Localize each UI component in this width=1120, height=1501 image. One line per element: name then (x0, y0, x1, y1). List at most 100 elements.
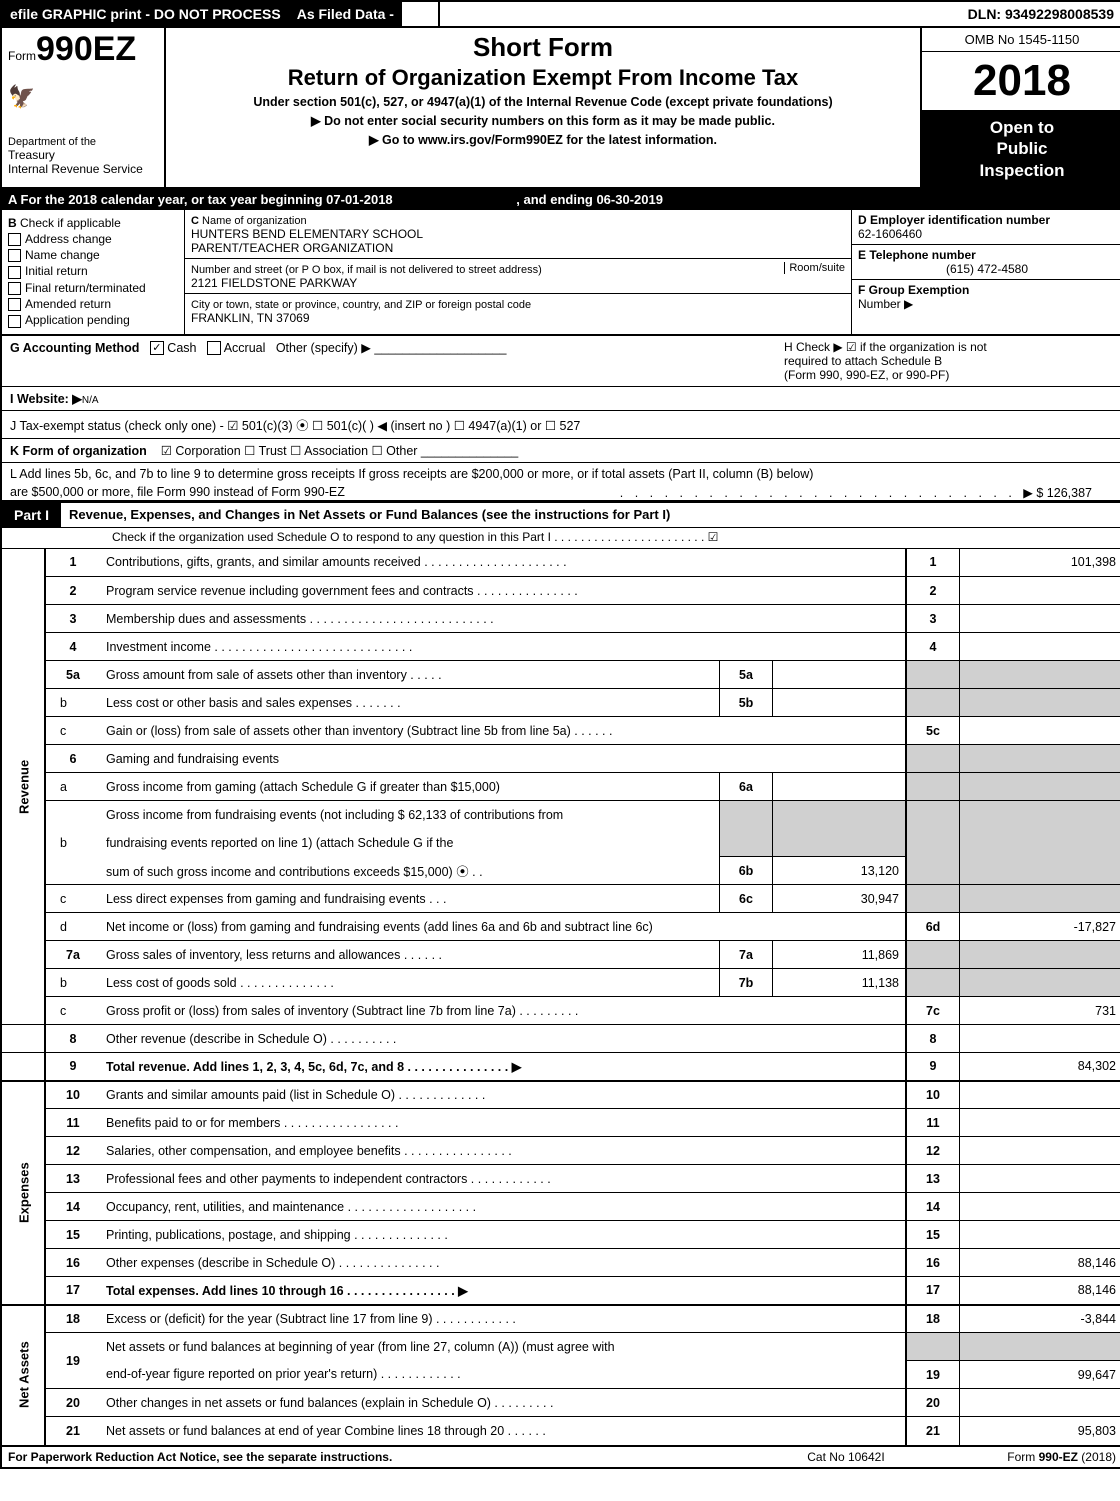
line-13: 13 Professional fees and other payments … (2, 1165, 1120, 1193)
line-7a-num: 7a (45, 941, 100, 969)
f-number-label: Number ▶ (858, 297, 913, 311)
line-11-desc: Benefits paid to or for members . . . . … (100, 1109, 906, 1137)
h-line2: required to attach Schedule B (784, 354, 1114, 368)
row-g-h: G Accounting Method Cash Accrual Other (… (2, 336, 1120, 387)
line-7c-desc: Gross profit or (loss) from sales of inv… (100, 997, 906, 1025)
checkbox-accrual[interactable] (207, 341, 221, 355)
line-21: 21 Net assets or fund balances at end of… (2, 1417, 1120, 1445)
line-5a: 5a Gross amount from sale of assets othe… (2, 661, 1120, 689)
as-filed-value (402, 2, 440, 26)
line-14-num: 14 (45, 1193, 100, 1221)
form-title: Return of Organization Exempt From Incom… (174, 65, 912, 91)
line-19-value: 99,647 (960, 1361, 1120, 1389)
part-1-title: Revenue, Expenses, and Changes in Net As… (61, 503, 1120, 527)
line-7b-desc: Less cost of goods sold . . . . . . . . … (100, 969, 720, 997)
line-1: Revenue 1 Contributions, gifts, grants, … (2, 549, 1120, 577)
line-6a-rval-shade (960, 773, 1120, 801)
b-opt4-label: Amended return (25, 297, 111, 311)
line-5a-midvalue (773, 661, 907, 689)
section-b-checkboxes: B Check if applicable Address change Nam… (2, 210, 185, 334)
line-6d-num: d (45, 913, 100, 941)
k-options: ☑ Corporation ☐ Trust ☐ Association ☐ Ot… (161, 444, 418, 458)
efile-banner: efile GRAPHIC print - DO NOT PROCESS (2, 2, 289, 26)
open-line3: Inspection (926, 160, 1118, 181)
b-opt-final-return[interactable]: Final return/terminated (8, 281, 178, 295)
line-3-desc: Membership dues and assessments . . . . … (100, 605, 906, 633)
line-21-rnum: 21 (906, 1417, 960, 1445)
g-accounting-method: G Accounting Method Cash Accrual Other (… (10, 340, 506, 382)
line-18-num: 18 (45, 1305, 100, 1333)
b-opt-amended[interactable]: Amended return (8, 297, 178, 311)
line-21-value: 95,803 (960, 1417, 1120, 1445)
line-6b-desc1: Gross income from fundraising events (no… (100, 801, 720, 829)
city-value: FRANKLIN, TN 37069 (191, 311, 310, 325)
revenue-section-spacer2 (2, 1053, 45, 1081)
short-form-title: Short Form (174, 32, 912, 63)
line-12-value (960, 1137, 1120, 1165)
line-7a-rval-shade (960, 941, 1120, 969)
line-17-value: 88,146 (960, 1277, 1120, 1305)
line-14-value (960, 1193, 1120, 1221)
l-text2: are $500,000 or more, file Form 990 inst… (2, 485, 345, 499)
line-6a-midlabel: 6a (720, 773, 773, 801)
line-5c-value (960, 717, 1120, 745)
h-line1: H Check ▶ ☑ if the organization is not (784, 340, 1114, 354)
form-990ez-page: efile GRAPHIC print - DO NOT PROCESS As … (0, 0, 1120, 1469)
line-13-value (960, 1165, 1120, 1193)
b-opt2-label: Initial return (25, 264, 88, 278)
line-1-rnum: 1 (906, 549, 960, 577)
line-7c-num: c (45, 997, 100, 1025)
line-5c-rnum: 5c (906, 717, 960, 745)
line-10: Expenses 10 Grants and similar amounts p… (2, 1081, 1120, 1109)
city-label: City or town, state or province, country… (191, 299, 531, 311)
c-street-block: Number and street (or P O box, if mail i… (185, 259, 851, 294)
line-11-value (960, 1109, 1120, 1137)
line-16-rnum: 16 (906, 1249, 960, 1277)
line-13-desc: Professional fees and other payments to … (100, 1165, 906, 1193)
line-19-rnum: 19 (906, 1361, 960, 1389)
line-13-num: 13 (45, 1165, 100, 1193)
netassets-section-label: Net Assets (2, 1305, 45, 1445)
line-5c-num: c (45, 717, 100, 745)
b-opt-name-change[interactable]: Name change (8, 248, 178, 262)
dept-line3: Internal Revenue Service (8, 162, 158, 176)
b-opt3-label: Final return/terminated (25, 281, 146, 295)
form-prefix: Form990EZ (8, 32, 158, 66)
row-l-gross-receipts: L Add lines 5b, 6c, and 7b to line 9 to … (2, 463, 1120, 485)
org-name-line1: HUNTERS BEND ELEMENTARY SCHOOL (191, 227, 423, 241)
line-13-rnum: 13 (906, 1165, 960, 1193)
line-6c-midvalue: 30,947 (773, 885, 907, 913)
b-opt-address-change[interactable]: Address change (8, 232, 178, 246)
checkbox-icon (8, 249, 21, 262)
footer-paperwork: For Paperwork Reduction Act Notice, see … (8, 1450, 807, 1464)
street-label: Number and street (or P O box, if mail i… (191, 264, 542, 276)
checkbox-cash[interactable] (150, 341, 164, 355)
line-19-desc1: Net assets or fund balances at beginning… (100, 1333, 906, 1361)
line-2-desc: Program service revenue including govern… (100, 577, 906, 605)
line-4-desc: Investment income . . . . . . . . . . . … (100, 633, 906, 661)
line-14: 14 Occupancy, rent, utilities, and maint… (2, 1193, 1120, 1221)
part-1-tag: Part I (2, 503, 61, 527)
j-text: J Tax-exempt status (check only one) - ☑… (10, 419, 580, 433)
line-6c-num: c (45, 885, 100, 913)
part-1-subtitle: Check if the organization used Schedule … (2, 528, 1120, 549)
e-label: E Telephone number (858, 248, 976, 262)
line-19-row1: 19 Net assets or fund balances at beginn… (2, 1333, 1120, 1361)
line-2-value (960, 577, 1120, 605)
line-5b-rnum-shade (906, 689, 960, 717)
line-17-num: 17 (45, 1277, 100, 1305)
c-city-block: City or town, state or province, country… (185, 294, 851, 328)
line-5b-rval-shade (960, 689, 1120, 717)
line-6a-num: a (45, 773, 100, 801)
b-opt-application-pending[interactable]: Application pending (8, 313, 178, 327)
header-right: OMB No 1545-1150 2018 Open to Public Ins… (920, 28, 1120, 187)
b-opt-initial-return[interactable]: Initial return (8, 264, 178, 278)
c-label: C (191, 215, 199, 227)
line-20-value (960, 1389, 1120, 1417)
open-to-public: Open to Public Inspection (922, 111, 1120, 187)
line-8-num: 8 (45, 1025, 100, 1053)
line-6b-desc2: fundraising events reported on line 1) (… (100, 829, 720, 857)
line-7a: 7a Gross sales of inventory, less return… (2, 941, 1120, 969)
line-19-desc2: end-of-year figure reported on prior yea… (100, 1361, 906, 1389)
d-ein-block: D Employer identification number 62-1606… (852, 210, 1120, 245)
